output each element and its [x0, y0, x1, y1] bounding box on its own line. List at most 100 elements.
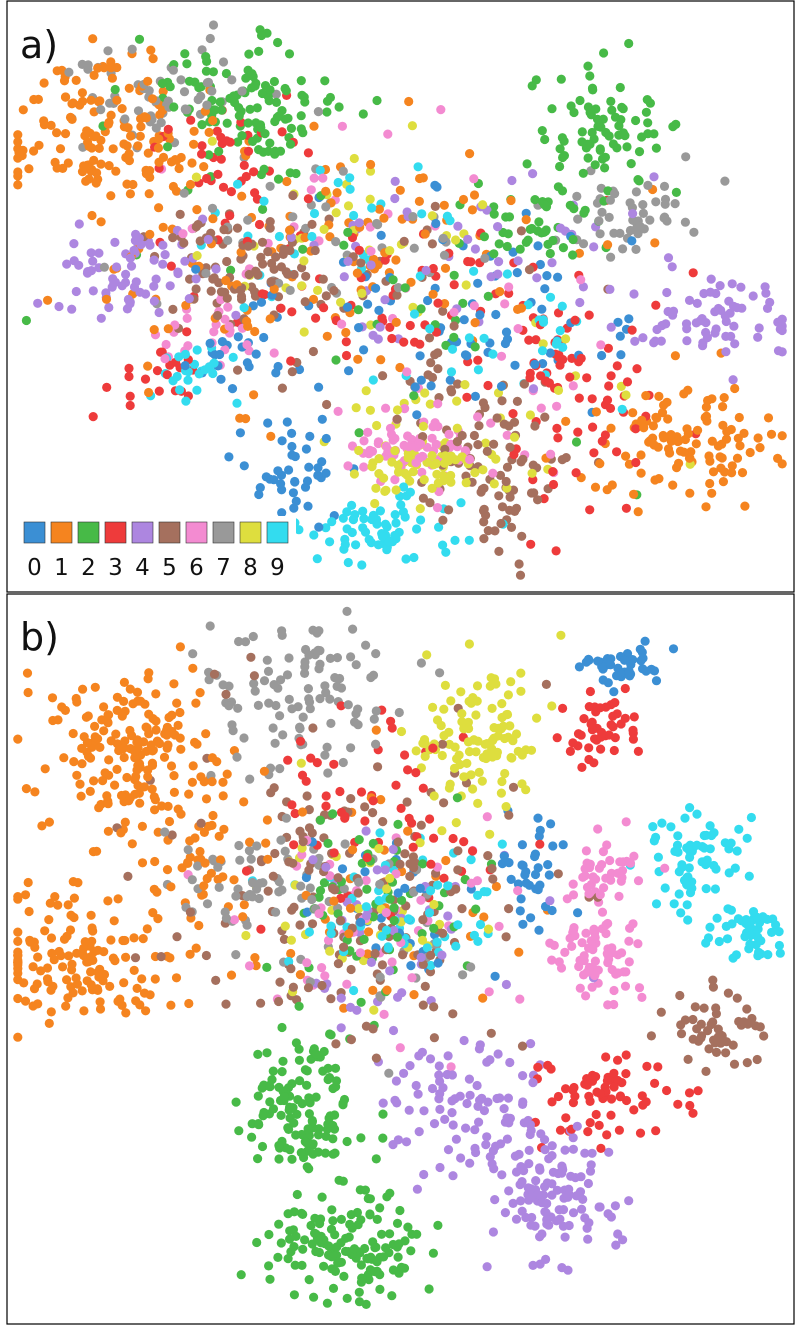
- point-class-2: [252, 1237, 262, 1248]
- point-class-8: [517, 779, 527, 789]
- point-class-4: [136, 240, 146, 250]
- point-class-6: [633, 939, 643, 949]
- point-class-9: [685, 888, 696, 898]
- point-class-1: [68, 728, 78, 739]
- point-class-4: [203, 234, 213, 245]
- point-class-9: [403, 914, 414, 924]
- point-class-7: [275, 764, 285, 774]
- point-class-4: [557, 1168, 567, 1178]
- legend-label-9: 9: [270, 555, 285, 581]
- point-class-6: [629, 851, 639, 861]
- point-class-2: [298, 1209, 308, 1219]
- point-class-3: [688, 1108, 698, 1118]
- point-class-9: [774, 927, 784, 937]
- point-class-1: [379, 213, 389, 223]
- point-class-9: [400, 512, 410, 522]
- point-class-9: [333, 177, 343, 188]
- point-class-5: [333, 873, 343, 883]
- point-class-6: [624, 936, 634, 946]
- point-class-0: [535, 259, 546, 270]
- point-class-1: [190, 833, 200, 843]
- point-class-3: [166, 261, 176, 271]
- point-class-0: [668, 644, 679, 654]
- point-class-1: [114, 745, 124, 756]
- point-class-2: [287, 1154, 297, 1164]
- point-class-9: [373, 540, 383, 550]
- point-class-2: [163, 142, 173, 152]
- point-class-5: [540, 412, 550, 422]
- point-class-3: [202, 173, 212, 184]
- point-class-4: [451, 1134, 461, 1144]
- point-class-9: [405, 487, 415, 497]
- point-class-1: [238, 912, 248, 922]
- point-class-2: [289, 1118, 299, 1128]
- point-class-2: [354, 1297, 365, 1307]
- point-class-1: [88, 34, 98, 44]
- point-class-6: [224, 321, 234, 331]
- point-class-4: [388, 844, 398, 855]
- point-class-5: [512, 396, 523, 406]
- legend-swatch-8: [239, 521, 262, 544]
- point-class-2: [633, 175, 643, 185]
- point-class-5: [336, 916, 346, 926]
- point-class-0: [354, 323, 364, 333]
- point-class-4: [339, 272, 349, 282]
- point-class-1: [53, 715, 63, 725]
- point-class-5: [232, 223, 243, 233]
- point-class-7: [304, 650, 314, 660]
- point-class-1: [13, 975, 23, 985]
- point-class-8: [444, 739, 454, 750]
- point-class-1: [103, 896, 113, 906]
- point-class-2: [523, 235, 533, 245]
- point-class-6: [482, 812, 492, 822]
- point-class-9: [538, 315, 548, 325]
- point-class-3: [483, 380, 493, 391]
- point-class-5: [426, 358, 436, 368]
- point-class-4: [417, 1047, 427, 1057]
- point-class-5: [310, 245, 320, 256]
- point-class-2: [257, 88, 267, 99]
- point-class-2: [247, 1132, 257, 1142]
- point-class-5: [433, 364, 443, 374]
- point-class-4: [630, 336, 640, 346]
- point-class-0: [360, 867, 370, 877]
- point-class-9: [464, 333, 474, 343]
- point-class-1: [680, 434, 691, 445]
- point-class-5: [289, 269, 299, 280]
- point-class-9: [342, 507, 352, 517]
- point-class-1: [169, 771, 179, 781]
- point-class-2: [331, 355, 341, 365]
- point-class-1: [96, 217, 106, 227]
- point-class-2: [180, 49, 190, 59]
- point-class-9: [648, 822, 658, 832]
- point-class-6: [428, 422, 438, 432]
- legend-label-4: 4: [135, 555, 150, 581]
- point-class-1: [727, 461, 737, 471]
- point-class-2: [671, 187, 682, 197]
- point-class-1: [595, 459, 605, 469]
- point-class-4: [736, 282, 746, 292]
- point-class-2: [338, 1176, 348, 1186]
- point-class-2: [392, 932, 402, 942]
- point-class-1: [239, 900, 249, 910]
- point-class-1: [149, 884, 159, 894]
- point-class-1: [420, 229, 430, 239]
- point-class-5: [266, 788, 276, 798]
- point-class-0: [282, 417, 292, 427]
- point-class-1: [341, 327, 351, 338]
- point-class-1: [130, 789, 140, 799]
- point-class-1: [43, 977, 53, 987]
- point-class-9: [417, 209, 427, 219]
- point-class-9: [351, 540, 361, 550]
- point-class-1: [132, 765, 142, 775]
- point-class-2: [604, 131, 614, 141]
- point-class-9: [409, 309, 420, 319]
- point-class-2: [201, 66, 211, 76]
- point-class-5: [266, 277, 276, 287]
- point-class-1: [85, 753, 96, 763]
- point-class-1: [439, 200, 449, 210]
- point-class-9: [168, 376, 178, 386]
- point-class-2: [221, 68, 231, 79]
- point-class-3: [567, 353, 577, 363]
- point-class-8: [561, 334, 571, 344]
